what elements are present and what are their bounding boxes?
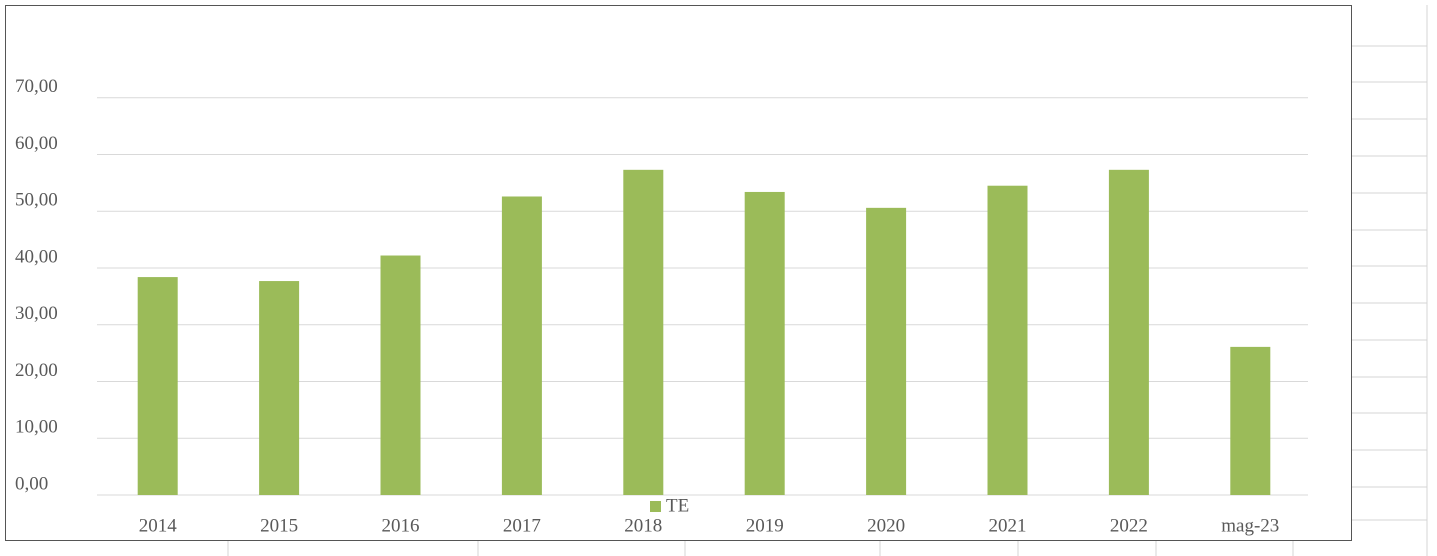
sheet-grid [227, 5, 1428, 556]
x-tick-label: 2021 [989, 515, 1027, 536]
y-tick-label: 70,00 [15, 76, 58, 97]
x-tick-label: mag-23 [1221, 515, 1279, 536]
y-tick-label: 30,00 [15, 303, 58, 324]
bar [501, 196, 542, 495]
bar [987, 185, 1028, 495]
y-tick-label: 0,00 [15, 473, 48, 494]
x-tick-label: 2017 [503, 515, 541, 536]
y-tick-label: 20,00 [15, 360, 58, 381]
chart-frame [5, 5, 1352, 541]
y-tick-label: 60,00 [15, 133, 58, 154]
legend-swatch [650, 501, 661, 512]
bar [1108, 169, 1149, 495]
y-tick-label: 50,00 [15, 190, 58, 211]
bar [259, 281, 300, 495]
y-tick-label: 10,00 [15, 417, 58, 438]
y-tick-label: 40,00 [15, 246, 58, 267]
bar [866, 207, 907, 495]
bar [380, 255, 421, 495]
x-tick-label: 2014 [139, 515, 178, 536]
x-tick-label: 2016 [382, 515, 420, 536]
legend-label: TE [666, 495, 689, 516]
bar [623, 169, 664, 495]
bar [137, 277, 178, 495]
bar [1230, 346, 1271, 495]
x-tick-label: 2022 [1110, 515, 1148, 536]
bar [744, 191, 785, 495]
x-tick-label: 2020 [867, 515, 905, 536]
x-tick-label: 2018 [624, 515, 662, 536]
x-tick-label: 2015 [260, 515, 298, 536]
x-tick-label: 2019 [746, 515, 784, 536]
